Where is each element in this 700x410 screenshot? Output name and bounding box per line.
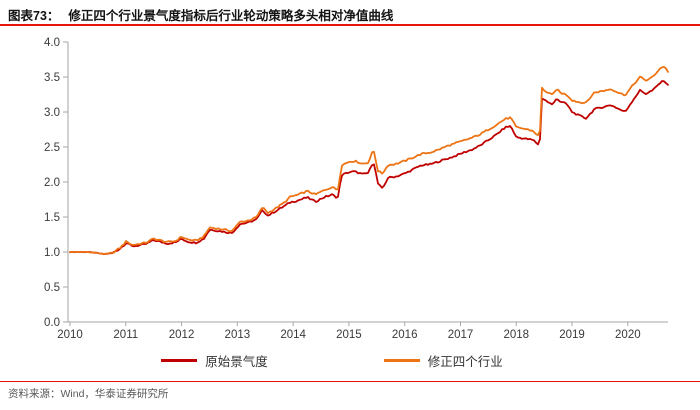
svg-text:2016: 2016	[392, 329, 418, 341]
title-rule	[0, 24, 700, 26]
svg-text:3.5: 3.5	[44, 72, 60, 84]
legend-item-original: 原始景气度	[161, 351, 268, 370]
figure-header: 图表73： 修正四个行业景气度指标后行业轮动策略多头相对净值曲线	[8, 5, 393, 24]
svg-text:1.0: 1.0	[44, 247, 60, 259]
legend-line-red-icon	[161, 359, 198, 362]
svg-text:2.0: 2.0	[44, 177, 60, 189]
svg-text:2015: 2015	[336, 329, 362, 341]
chart-legend: 原始景气度 修正四个行业	[0, 351, 682, 370]
svg-text:0.5: 0.5	[44, 282, 60, 294]
svg-text:2019: 2019	[559, 329, 585, 341]
svg-text:3.0: 3.0	[44, 107, 60, 119]
svg-text:2013: 2013	[225, 329, 251, 341]
legend-label: 修正四个行业	[427, 355, 503, 369]
svg-text:2012: 2012	[169, 329, 195, 341]
figure-number: 图表73：	[8, 9, 60, 23]
svg-text:2010: 2010	[57, 329, 83, 341]
svg-text:2014: 2014	[280, 329, 306, 341]
footer-rule	[0, 381, 700, 382]
svg-text:0.0: 0.0	[44, 317, 60, 329]
svg-text:2018: 2018	[503, 329, 529, 341]
legend-line-orange-icon	[383, 359, 420, 362]
svg-text:2017: 2017	[448, 329, 474, 341]
svg-text:2.5: 2.5	[44, 142, 60, 154]
source-note: 资料来源：Wind，华泰证券研究所	[8, 388, 169, 400]
svg-text:4.0: 4.0	[44, 37, 60, 49]
svg-text:2011: 2011	[113, 329, 138, 341]
figure-title: 修正四个行业景气度指标后行业轮动策略多头相对净值曲线	[68, 9, 394, 23]
svg-text:2020: 2020	[615, 329, 641, 341]
legend-label: 原始景气度	[205, 355, 268, 369]
svg-text:1.5: 1.5	[44, 212, 60, 224]
legend-item-revised: 修正四个行业	[383, 351, 503, 370]
